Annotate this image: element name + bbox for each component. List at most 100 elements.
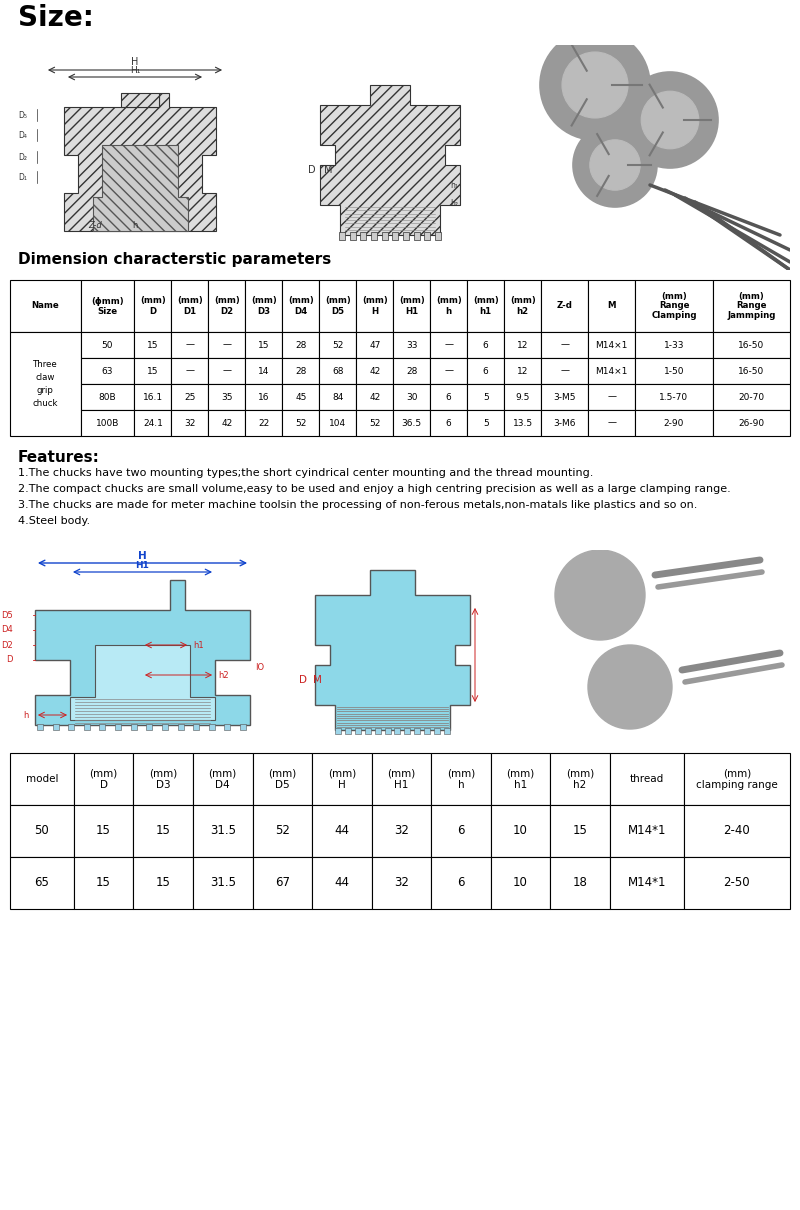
Bar — [403, 232, 409, 240]
Text: (mm): (mm) — [209, 768, 237, 778]
Bar — [74, 753, 134, 805]
Text: 15: 15 — [156, 824, 170, 837]
Text: 31.5: 31.5 — [210, 824, 236, 837]
Bar — [134, 384, 171, 410]
Bar — [319, 332, 356, 358]
Bar — [542, 280, 588, 332]
Bar — [162, 724, 168, 730]
Text: 13.5: 13.5 — [513, 419, 533, 427]
Bar — [542, 358, 588, 384]
Bar — [431, 805, 490, 857]
Text: 5: 5 — [483, 419, 489, 427]
Text: h₂: h₂ — [450, 198, 458, 207]
Text: Z-d: Z-d — [88, 221, 102, 230]
Polygon shape — [121, 93, 159, 106]
Text: M14*1: M14*1 — [627, 824, 666, 837]
Bar — [319, 410, 356, 436]
Bar — [339, 232, 345, 240]
Circle shape — [622, 73, 718, 168]
Text: (mm): (mm) — [140, 296, 166, 305]
Text: M: M — [324, 165, 332, 175]
Text: 15: 15 — [156, 876, 170, 889]
Bar — [610, 753, 684, 805]
Text: H1: H1 — [394, 780, 409, 790]
Text: h: h — [24, 710, 29, 720]
Text: (mm): (mm) — [325, 296, 350, 305]
Bar — [365, 728, 370, 734]
Text: M14*1: M14*1 — [627, 876, 666, 889]
Text: h: h — [458, 780, 464, 790]
Bar — [588, 384, 635, 410]
Polygon shape — [93, 145, 187, 230]
Text: 52: 52 — [332, 340, 343, 350]
Text: 24.1: 24.1 — [143, 419, 163, 427]
Text: 15: 15 — [147, 340, 158, 350]
Text: 44: 44 — [334, 824, 350, 837]
Text: 2-90: 2-90 — [664, 419, 684, 427]
Bar — [282, 358, 319, 384]
Text: (mm): (mm) — [661, 292, 687, 300]
Bar — [394, 384, 430, 410]
Bar — [134, 857, 193, 909]
Text: 14: 14 — [258, 367, 270, 375]
Text: D1: D1 — [183, 306, 197, 316]
Text: H: H — [338, 780, 346, 790]
Bar — [10, 332, 81, 436]
Bar — [684, 857, 790, 909]
Text: H1: H1 — [135, 561, 149, 570]
Text: Clamping: Clamping — [651, 311, 697, 321]
Text: h2: h2 — [218, 670, 229, 680]
Text: 6: 6 — [483, 340, 489, 350]
Text: 42: 42 — [369, 367, 381, 375]
Circle shape — [540, 30, 650, 140]
Bar — [467, 280, 504, 332]
Text: 28: 28 — [295, 340, 306, 350]
Circle shape — [642, 91, 699, 149]
Bar — [282, 410, 319, 436]
Text: (mm): (mm) — [288, 296, 314, 305]
Bar — [171, 332, 208, 358]
Text: M14×1: M14×1 — [596, 340, 628, 350]
Text: Range: Range — [736, 301, 766, 311]
Bar — [394, 410, 430, 436]
Text: clamping range: clamping range — [696, 780, 778, 790]
Text: (mm): (mm) — [268, 768, 297, 778]
Bar — [713, 384, 790, 410]
Text: 3-M5: 3-M5 — [554, 392, 576, 402]
Text: 44: 44 — [334, 876, 350, 889]
Bar — [10, 280, 81, 332]
Text: (mm): (mm) — [362, 296, 388, 305]
Bar — [53, 724, 58, 730]
Bar — [356, 410, 394, 436]
Text: —: — — [444, 340, 454, 350]
Text: Dimension characterstic parameters: Dimension characterstic parameters — [18, 252, 331, 267]
Bar — [246, 332, 282, 358]
Bar — [550, 805, 610, 857]
Polygon shape — [70, 645, 215, 720]
Text: D: D — [6, 656, 13, 664]
Circle shape — [562, 52, 628, 119]
Text: (mm): (mm) — [473, 296, 498, 305]
Text: 28: 28 — [295, 367, 306, 375]
Bar — [81, 280, 134, 332]
Text: 30: 30 — [406, 392, 418, 402]
Bar — [372, 805, 431, 857]
Bar — [208, 384, 246, 410]
Text: h2: h2 — [574, 780, 586, 790]
Text: D5: D5 — [275, 780, 290, 790]
Text: H: H — [371, 306, 378, 316]
Bar — [193, 857, 253, 909]
Bar — [635, 358, 713, 384]
Text: H₁: H₁ — [130, 67, 140, 75]
Bar — [253, 805, 312, 857]
Bar — [430, 280, 467, 332]
Circle shape — [555, 551, 645, 640]
Bar — [394, 332, 430, 358]
Bar — [713, 280, 790, 332]
Text: D₂: D₂ — [18, 152, 27, 161]
Text: model: model — [26, 774, 58, 784]
Bar — [193, 724, 199, 730]
Text: Size:: Size: — [18, 4, 94, 31]
Bar — [713, 358, 790, 384]
Text: (mm): (mm) — [566, 768, 594, 778]
